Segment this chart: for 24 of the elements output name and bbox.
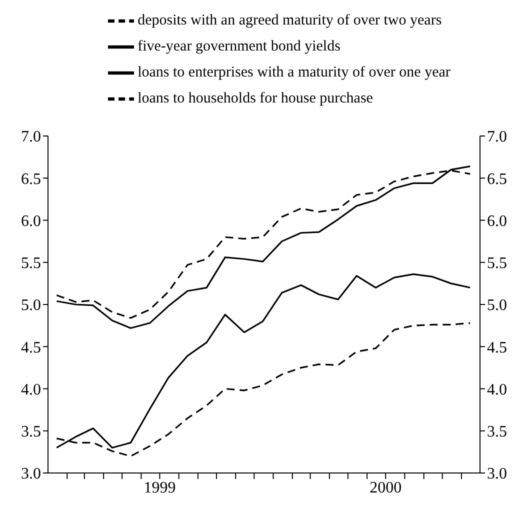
legend-label: deposits with an agreed maturity of over two years [138,12,442,28]
y-tick-label: 5.5 [21,255,41,272]
y2-tick-label: 3.5 [487,424,507,441]
y-tick-label: 7.0 [21,128,41,146]
legend-label: loans to households for house purchase [138,90,373,106]
y2-tick-label: 3.0 [487,466,507,483]
legend-label: loans to enterprises with a maturity of over one year [138,64,450,80]
y-tick-label: 4.5 [21,339,41,356]
x-tick-label: 1999 [144,479,176,496]
x-tick-label: 2000 [370,479,402,496]
y2-tick-label: 6.5 [487,170,507,188]
y-tick-label: 6.5 [21,170,41,188]
y-tick-label: 5.0 [21,297,41,314]
y-tick-label: 3.0 [21,466,41,483]
y2-tick-label: 4.0 [487,381,507,398]
y2-tick-label: 7.0 [487,128,507,146]
y2-tick-label: 5.5 [487,255,507,272]
y2-tick-label: 6.0 [487,212,507,230]
y2-tick-label: 5.0 [487,297,507,314]
y-tick-label: 3.5 [21,424,41,441]
y-tick-label: 6.0 [21,212,41,230]
y2-tick-label: 4.5 [487,339,507,356]
legend-label: five-year government bond yields [138,38,340,54]
y-tick-label: 4.0 [21,381,41,398]
